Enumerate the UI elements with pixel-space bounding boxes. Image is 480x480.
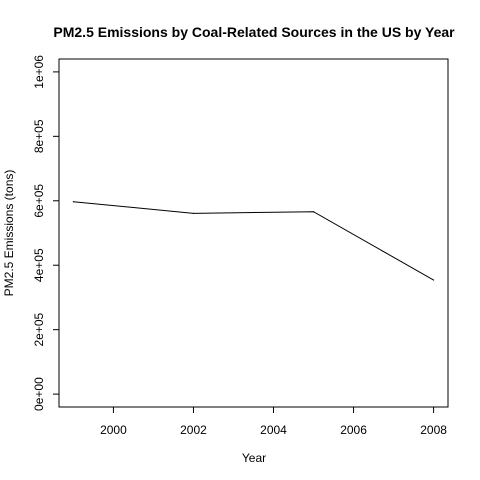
y-axis: 0e+00 2e+05 4e+05 6e+05 8e+05 1e+06 [32,55,59,411]
chart-title: PM2.5 Emissions by Coal-Related Sources … [53,24,455,40]
series-line [73,201,434,281]
data-point [432,279,435,281]
x-tick-label: 2008 [420,423,447,437]
y-tick-label: 8e+05 [32,119,46,153]
x-tick-label: 2004 [260,423,287,437]
y-tick-label: 2e+05 [32,312,46,346]
x-axis: 2000 2002 2004 2006 2008 [100,407,447,437]
data-point [312,211,315,213]
data-point [72,201,75,203]
y-tick-label: 1e+06 [32,55,46,89]
y-tick-label: 0e+00 [32,377,46,411]
x-tick-label: 2000 [100,423,127,437]
data-point [192,212,195,214]
y-tick-label: 4e+05 [32,248,46,282]
x-tick-label: 2002 [180,423,207,437]
plot-box [58,58,449,408]
x-tick-label: 2006 [340,423,367,437]
y-tick-label: 6e+05 [32,184,46,218]
series-group [72,201,435,281]
y-axis-label: PM2.5 Emissions (tons) [2,170,16,297]
x-axis-label: Year [242,451,266,465]
